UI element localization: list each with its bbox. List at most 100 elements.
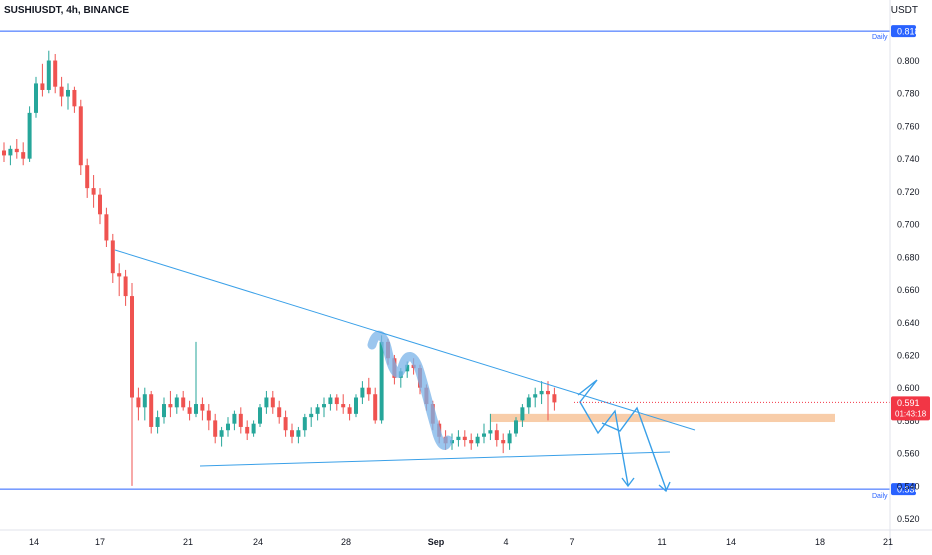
candle-body: [181, 397, 186, 408]
descending-trendline: [114, 249, 696, 431]
candle-body: [130, 296, 134, 398]
candle-body: [117, 273, 122, 277]
candle-body: [501, 440, 506, 444]
price-tick-label: 0.720: [897, 187, 920, 197]
time-tick-label: 21: [883, 537, 893, 547]
time-tick-label: 14: [29, 537, 39, 547]
candle-body: [354, 397, 358, 414]
price-tick-label: 0.640: [897, 318, 920, 328]
candle-body: [226, 423, 230, 431]
candle-body: [149, 394, 154, 427]
pattern-highlight: [367, 330, 453, 450]
candle-body: [405, 364, 410, 372]
candle-body: [526, 397, 531, 408]
candle-body: [174, 397, 179, 408]
candle-body: [315, 407, 320, 414]
candle-body: [309, 413, 314, 418]
price-axis: 0.800 0.780 0.760 0.740 0.720 0.700 0.680 0.660…: [889, 0, 930, 550]
support-trendline: [199, 451, 671, 467]
candle-body: [462, 436, 467, 441]
candle-body: [34, 83, 38, 113]
candle-body: [21, 152, 26, 159]
last-price-box: [891, 396, 930, 421]
candle-body: [488, 430, 493, 434]
time-tick-label: 4: [503, 537, 508, 547]
candle-body: [322, 404, 326, 408]
candle-body: [98, 194, 102, 215]
candle-body: [136, 397, 141, 408]
last-price-label: 0.591: [897, 398, 920, 408]
candle-body: [482, 433, 486, 437]
candle-body: [123, 276, 128, 297]
price-tick-label: 0.680: [897, 252, 920, 262]
price-tick-label: 0.520: [897, 514, 920, 524]
price-tick-label: 0.740: [897, 154, 920, 164]
candle-body: [104, 214, 109, 241]
candle-body: [475, 436, 480, 444]
daily-level-tag: Daily: [872, 493, 888, 500]
level-price-box: [891, 25, 916, 38]
candle-body: [110, 240, 115, 274]
candle-body: [91, 188, 96, 195]
candle-body: [251, 423, 256, 434]
time-tick-label: 17: [95, 537, 105, 547]
candle-body: [66, 89, 70, 97]
candle-body: [264, 397, 269, 408]
currency-label: USDT: [890, 5, 918, 16]
candle-body: [296, 430, 301, 437]
candle-body: [546, 390, 550, 395]
candle-body: [302, 417, 307, 431]
candle-body: [8, 148, 13, 156]
orange-zone: [490, 413, 835, 423]
candle-body: [2, 150, 6, 156]
candle-body: [347, 407, 352, 414]
candle-body: [162, 404, 166, 418]
candle-body: [187, 407, 192, 414]
candle-body: [53, 60, 58, 87]
candle-body: [373, 394, 378, 421]
price-tick-label: 0.620: [897, 350, 920, 360]
time-tick-label: 21: [183, 537, 193, 547]
candle-body: [469, 440, 474, 444]
candle-body: [245, 426, 250, 434]
symbol-title: SUSHIUSDT, 4h, BINANCE: [4, 5, 130, 16]
time-axis: 14 17 21 24 28 Sep 4 7 11 14 18 21: [0, 529, 932, 547]
price-tick-label: 0.560: [897, 449, 920, 459]
candle-body: [206, 410, 211, 421]
candle-body: [494, 430, 499, 441]
candle-body: [456, 436, 461, 441]
time-tick-label: 24: [253, 537, 263, 547]
candle-body: [168, 404, 173, 408]
time-tick-label: Sep: [428, 537, 445, 547]
horizontal-levels: Daily 0.818 Daily 0.538: [0, 25, 920, 500]
price-tick-label: 0.660: [897, 285, 920, 295]
candlesticks: [2, 50, 557, 486]
price-tick-label: 0.780: [897, 89, 920, 99]
trend-drawings: [114, 249, 890, 493]
candle-body: [232, 413, 237, 424]
candle-body: [194, 404, 198, 414]
daily-level-tag: Daily: [872, 34, 888, 41]
candle-body: [334, 397, 339, 405]
time-tick-label: 14: [726, 537, 736, 547]
level-price-box: [891, 483, 916, 496]
candle-body: [78, 106, 83, 166]
candle-body: [155, 417, 160, 427]
candle-body: [238, 413, 243, 427]
price-tick-label: 0.600: [897, 383, 920, 393]
candle-body: [552, 394, 557, 403]
candle-body: [270, 397, 275, 408]
candle-body: [85, 165, 90, 189]
time-tick-label: 28: [341, 537, 351, 547]
price-tick-label: 0.800: [897, 56, 920, 66]
projection-path-1: [577, 379, 629, 486]
countdown-label: 01:43:18: [895, 409, 927, 418]
candle-body: [514, 420, 518, 434]
candle-body: [290, 430, 294, 437]
candle-body: [213, 420, 218, 437]
price-tick-label: 0.700: [897, 220, 920, 230]
candle-body: [539, 390, 544, 395]
time-tick-label: 7: [569, 537, 574, 547]
